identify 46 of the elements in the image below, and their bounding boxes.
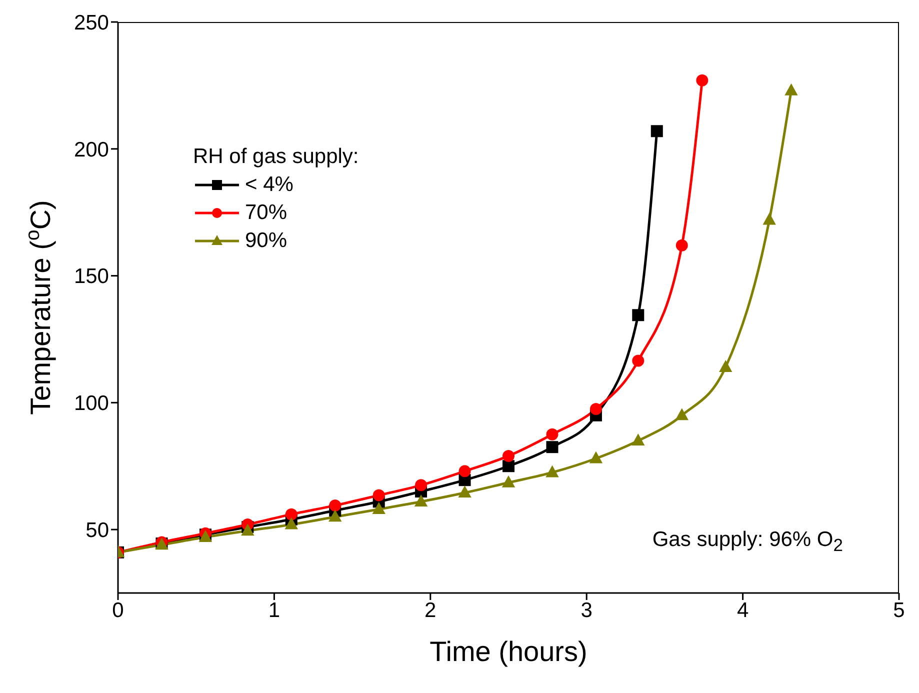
y-tick-label: 150 — [74, 265, 109, 288]
point — [414, 494, 428, 506]
point — [632, 354, 644, 367]
annotation: Gas supply: 96% O$_{2}$ — [652, 528, 843, 556]
point — [502, 450, 514, 462]
point — [675, 408, 688, 420]
point — [458, 465, 471, 478]
y-tick-label: 200 — [74, 138, 109, 162]
point — [650, 125, 663, 138]
y-tick-label: 50 — [86, 519, 109, 542]
x-tick-label: 1 — [268, 598, 280, 622]
point — [589, 451, 603, 464]
point — [372, 489, 385, 502]
y-tick-label: 100 — [74, 392, 109, 416]
point — [546, 428, 558, 440]
point — [784, 83, 798, 96]
point — [415, 479, 428, 492]
x-axis-title: Time (hours) — [430, 636, 588, 667]
x-tick-label: 0 — [112, 598, 124, 622]
point — [502, 475, 516, 488]
point — [285, 508, 298, 520]
point — [458, 486, 472, 498]
point — [372, 502, 386, 514]
x-tick-label: 5 — [893, 598, 905, 622]
legend-label: 90% — [245, 228, 288, 254]
point — [241, 524, 254, 536]
point — [590, 403, 602, 416]
point — [719, 360, 732, 372]
x-tick-label: 4 — [736, 598, 749, 622]
point — [329, 499, 342, 512]
x-tick-label: 2 — [424, 598, 436, 622]
point — [696, 74, 708, 86]
x-tick-label: 3 — [580, 598, 592, 622]
point — [632, 434, 645, 446]
point — [762, 212, 776, 225]
point — [546, 465, 559, 478]
legend-title: RH of gas supply: — [193, 144, 359, 170]
legend-label: < 4% — [245, 172, 294, 198]
point — [328, 510, 342, 522]
point — [632, 309, 644, 322]
legend-label: 70% — [245, 200, 288, 226]
point — [676, 239, 688, 252]
y-tick-label: 250 — [74, 11, 109, 34]
point — [546, 441, 558, 454]
point — [502, 460, 514, 472]
point — [284, 517, 298, 530]
